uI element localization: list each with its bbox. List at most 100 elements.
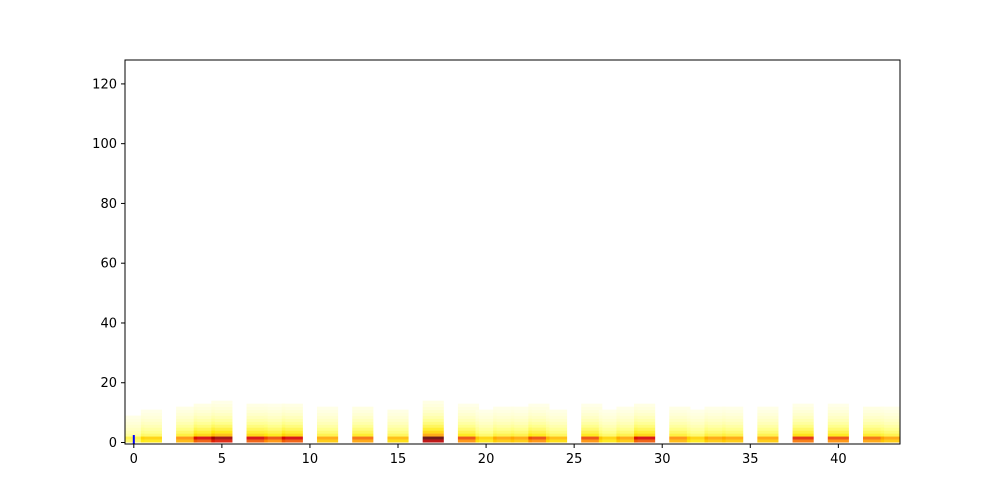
heatmap-cell <box>510 412 532 416</box>
heatmap-cell <box>722 424 744 428</box>
heatmap-cell <box>669 433 691 437</box>
heatmap-cell <box>880 424 900 428</box>
heatmap-cell <box>387 433 409 437</box>
heatmap-cell <box>792 415 814 419</box>
heatmap-cell <box>422 439 444 443</box>
heatmap-cell <box>722 418 744 422</box>
heatmap-cell <box>616 415 638 419</box>
heatmap-cell <box>880 412 900 416</box>
heatmap-cell <box>704 424 726 428</box>
heatmap-cell <box>704 439 726 443</box>
heatmap-cell <box>581 439 603 443</box>
heatmap-cell <box>528 418 550 422</box>
y-tick-label: 20 <box>100 376 117 391</box>
heatmap-cell <box>422 418 444 422</box>
heatmap-cell <box>510 439 532 443</box>
heatmap-cell <box>686 433 709 437</box>
heatmap-cell <box>757 412 779 416</box>
heatmap-cell <box>211 433 233 437</box>
heatmap-cell <box>880 418 900 422</box>
heatmap-cell <box>528 436 550 440</box>
y-tick-label: 0 <box>109 436 117 451</box>
heatmap-cell <box>827 409 849 413</box>
heatmap-cell <box>176 421 198 425</box>
heatmap-cell <box>264 424 286 428</box>
heatmap-cell <box>863 415 885 419</box>
heatmap-cell <box>792 433 814 437</box>
heatmap-cell <box>211 409 233 413</box>
heatmap-cell <box>475 412 497 416</box>
heatmap-cell <box>422 415 444 419</box>
heatmap-cell <box>493 421 515 425</box>
heatmap-cell <box>316 439 339 443</box>
heatmap-cell <box>686 409 709 413</box>
heatmap-cell <box>792 409 814 413</box>
heatmap-cell <box>634 418 656 422</box>
heatmap-cell <box>722 433 744 437</box>
heatmap-cell <box>422 436 444 440</box>
heatmap-cell <box>125 415 145 419</box>
heatmap-cell <box>264 409 286 413</box>
x-tick-label: 5 <box>218 452 226 467</box>
heatmap-cell <box>281 418 303 422</box>
heatmap-cell <box>704 415 726 419</box>
heatmap-cell <box>281 430 303 434</box>
heatmap-cell <box>140 418 162 422</box>
heatmap-cell <box>457 439 480 443</box>
heatmap-cell <box>704 421 726 425</box>
heatmap-cell <box>457 418 480 422</box>
heatmap-cell <box>704 427 726 431</box>
heatmap-cell <box>510 409 532 413</box>
heatmap-cell <box>140 415 162 419</box>
heatmap-cell <box>176 427 198 431</box>
heatmap-cell <box>616 424 638 428</box>
heatmap-cell <box>686 418 709 422</box>
heatmap-cell <box>510 421 532 425</box>
heatmap-cell <box>352 436 374 440</box>
heatmap-cell <box>510 433 532 437</box>
heatmap-cell <box>634 430 656 434</box>
heatmap-cell <box>211 439 233 443</box>
heatmap-cell <box>598 418 620 422</box>
heatmap-cell <box>457 421 480 425</box>
heatmap-cell <box>475 424 497 428</box>
heatmap-cell <box>193 439 215 443</box>
heatmap-cell <box>757 424 779 428</box>
heatmap-cell <box>125 427 145 431</box>
heatmap-cell <box>264 427 286 431</box>
heatmap-cell <box>316 421 339 425</box>
heatmap-cell <box>528 427 550 431</box>
heatmap-cell <box>827 421 849 425</box>
heatmap-cell <box>827 433 849 437</box>
x-tick-label: 25 <box>566 452 583 467</box>
heatmap-cell <box>475 415 497 419</box>
heatmap-cell <box>193 433 215 437</box>
heatmap-cell <box>757 427 779 431</box>
heatmap-cell <box>475 436 497 440</box>
heatmap-cell <box>634 433 656 437</box>
heatmap-cell <box>827 415 849 419</box>
heatmap-cell <box>316 418 339 422</box>
heatmap-cell <box>475 427 497 431</box>
heatmap-cell <box>457 436 480 440</box>
heatmap-cell <box>125 421 145 425</box>
heatmap-cell <box>422 409 444 413</box>
heatmap-cell <box>316 436 339 440</box>
heatmap-cell <box>211 403 233 407</box>
heatmap-cell <box>616 427 638 431</box>
heatmap-cell <box>669 436 691 440</box>
heatmap-cell <box>140 436 162 440</box>
x-axis: 0 5 10 15 20 25 30 35 40 <box>130 444 847 467</box>
heatmap-cell <box>264 415 286 419</box>
heatmap-cell <box>475 421 497 425</box>
y-tick-label: 60 <box>100 257 117 272</box>
heatmap-cell <box>281 436 303 440</box>
heatmap-cell <box>669 421 691 425</box>
heatmap-cell <box>475 430 497 434</box>
heatmap-cell <box>193 403 215 407</box>
heatmap-cell <box>316 424 339 428</box>
heatmap-cell <box>880 409 900 413</box>
heatmap-cell <box>634 409 656 413</box>
heatmap-cell <box>246 439 268 443</box>
heatmap-cell <box>704 409 726 413</box>
